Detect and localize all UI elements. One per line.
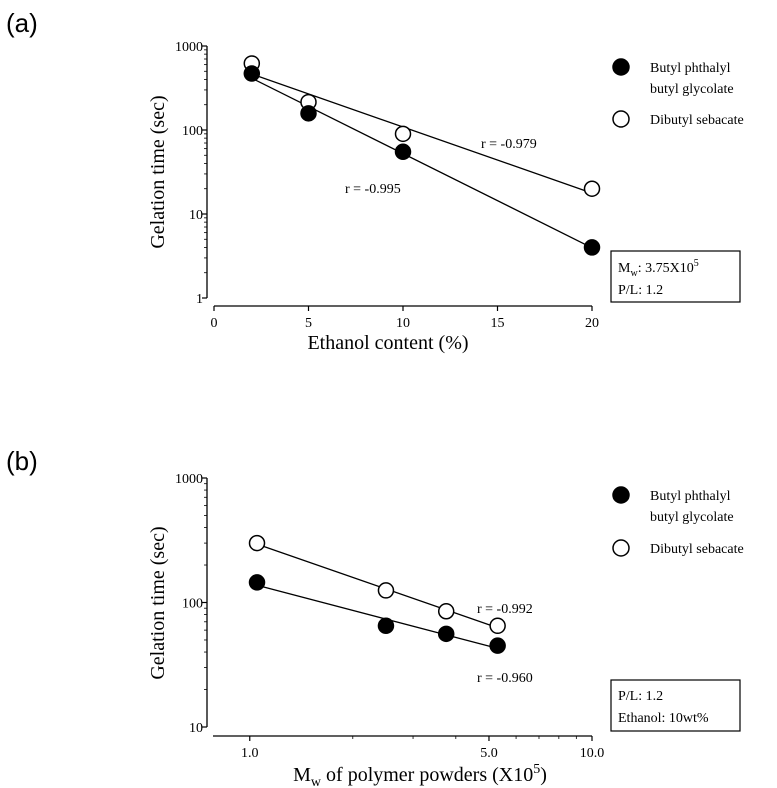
a-x-tick-label: 20 [585,316,599,331]
panel-a-legend-label-butyl-line1: Butyl phthalyl [650,61,731,76]
panel-a: (a) 1 10 100 1000 0 5 10 15 20 Ethanol content (… [6,8,744,354]
panel-b-fit-lines [256,543,498,650]
panel-b-ticks: 10 100 1000 1.0 5.0 10.0 [175,472,604,761]
panel-b-fit-label-dibutyl: r = -0.992 [477,602,533,617]
b-point-dibutyl [437,603,455,620]
a-point-butyl [583,239,601,256]
panel-b-legend-label-butyl-line2: butyl glycolate [650,510,734,525]
panel-b-legend-marker-dibutyl [612,539,630,557]
b-x-tick-label: 5.0 [480,746,498,761]
panel-b-info-ethanol: Ethanol: 10wt% [618,711,709,726]
panel-b-legend-label-dibutyl: Dibutyl sebacate [650,542,744,557]
panel-a-legend-label-butyl-line2: butyl glycolate [650,82,734,97]
b-x-tick-label: 10.0 [580,746,605,761]
b-point-butyl [489,637,506,654]
panel-b-legend-label-butyl-line1: Butyl phthalyl [650,489,731,504]
panel-a-info-mw: Mw: 3.75X105 [618,258,699,279]
panel-a-fit-label-dibutyl: r = -0.979 [481,137,537,152]
b-point-butyl [377,617,395,635]
panel-a-fit-label-butyl: r = -0.995 [345,182,401,197]
a-x-tick-label: 0 [211,316,218,331]
a-y-tick-label: 1 [196,292,203,307]
panel-b-points [248,534,506,654]
a-x-tick-label: 15 [491,316,505,331]
a-point-butyl [394,143,412,161]
a-point-dibutyl [583,180,601,197]
panel-a-info-pl: P/L: 1.2 [618,283,663,298]
b-x-tick-label: 1.0 [241,746,259,761]
panel-a-info-box: Mw: 3.75X105 P/L: 1.2 [610,250,741,303]
a-x-tick-label: 5 [305,316,312,331]
panel-a-label: (a) [6,8,38,38]
panel-a-ticks: 1 10 100 1000 0 5 10 15 20 [175,40,599,331]
b-point-dibutyl [248,534,266,552]
panel-b-info-pl: P/L: 1.2 [618,689,663,704]
b-y-tick-label: 100 [182,597,203,612]
panel-b-legend: Butyl phthalyl butyl glycolate Dibutyl s… [612,486,744,557]
b-fit-line-0 [256,584,498,650]
panel-b-fit-label-butyl: r = -0.960 [477,671,533,686]
panel-b-axes [206,478,592,737]
a-y-tick-label: 10 [189,208,203,223]
a-fit-line-1 [251,73,593,194]
panel-b-label: (b) [6,446,38,476]
panel-a-points [243,55,601,256]
b-y-tick-label: 1000 [175,472,203,487]
a-y-tick-label: 100 [182,124,203,139]
panel-a-legend: Butyl phthalyl butyl glycolate Dibutyl s… [612,58,744,128]
panel-b-x-axis-label: Mw of polymer powders (X105) [293,762,547,788]
panel-a-legend-label-dibutyl: Dibutyl sebacate [650,113,744,128]
panel-b-info-box: P/L: 1.2 Ethanol: 10wt% [610,679,741,732]
b-point-butyl [248,574,266,591]
a-x-tick-label: 10 [396,316,410,331]
a-point-butyl [243,65,261,82]
panel-a-legend-marker-dibutyl [612,110,630,128]
b-point-butyl [437,625,455,643]
panel-b-legend-marker-butyl [612,486,630,504]
b-y-tick-label: 10 [189,721,203,736]
panel-b: (b) 10 100 1000 1.0 5.0 10.0 Mw of polymer po… [6,446,744,788]
a-point-butyl [300,105,317,122]
b-fit-line-1 [256,543,498,629]
panel-a-y-axis-label: Gelation time (sec) [147,95,169,248]
a-point-dibutyl [394,125,412,143]
panel-a-legend-marker-butyl [612,58,630,76]
panel-b-y-axis-label: Gelation time (sec) [147,526,169,679]
panel-a-x-axis-label: Ethanol content (%) [307,332,468,354]
b-point-dibutyl [377,582,395,599]
a-y-tick-label: 1000 [175,40,203,55]
b-point-dibutyl [489,617,506,635]
